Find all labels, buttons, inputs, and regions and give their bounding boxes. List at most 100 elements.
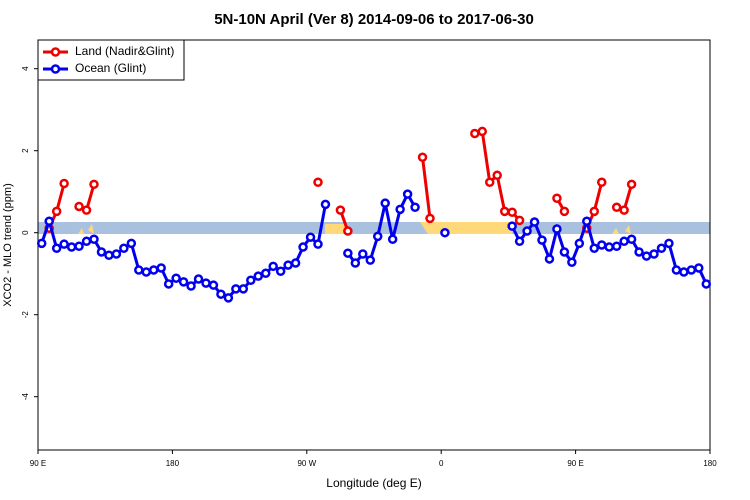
data-point bbox=[59, 239, 69, 249]
x-tick-label: 180 bbox=[166, 459, 180, 468]
data-point bbox=[313, 177, 323, 188]
data-point bbox=[201, 278, 211, 288]
data-point bbox=[440, 227, 450, 238]
data-point bbox=[74, 201, 84, 212]
data-point bbox=[231, 284, 241, 294]
data-point bbox=[44, 216, 54, 226]
y-tick-label: 2 bbox=[21, 148, 30, 153]
data-point bbox=[664, 238, 674, 249]
x-tick-label: 90 W bbox=[297, 459, 316, 468]
data-point bbox=[51, 206, 62, 217]
data-point bbox=[425, 213, 435, 224]
data-point bbox=[470, 128, 480, 139]
data-point bbox=[126, 238, 137, 249]
data-point bbox=[574, 238, 585, 249]
y-axis-label: XCO2 - MLO trend (ppm) bbox=[2, 183, 14, 306]
data-point bbox=[634, 247, 644, 257]
data-point bbox=[246, 275, 256, 286]
data-point bbox=[552, 193, 562, 204]
data-point bbox=[701, 279, 712, 289]
data-point bbox=[335, 205, 346, 215]
data-point bbox=[559, 206, 570, 217]
data-point bbox=[148, 265, 159, 275]
data-point bbox=[343, 226, 353, 236]
data-point bbox=[626, 179, 637, 190]
data-point bbox=[119, 243, 129, 254]
data-point bbox=[582, 216, 592, 226]
data-point bbox=[36, 238, 47, 249]
data-point bbox=[544, 254, 555, 264]
data-point bbox=[89, 179, 99, 190]
data-point bbox=[596, 177, 607, 188]
data-point bbox=[343, 248, 353, 258]
x-tick-label: 0 bbox=[439, 459, 444, 468]
data-point bbox=[81, 205, 92, 215]
data-point bbox=[671, 265, 682, 275]
data-point bbox=[694, 263, 704, 273]
x-tick-label: 180 bbox=[703, 459, 717, 468]
legend-marker bbox=[50, 64, 61, 74]
data-point bbox=[559, 247, 570, 257]
series-line bbox=[47, 129, 634, 232]
data-point bbox=[402, 189, 413, 199]
data-point bbox=[522, 226, 532, 236]
data-point bbox=[604, 242, 614, 252]
data-point bbox=[238, 284, 249, 294]
data-point bbox=[395, 204, 405, 215]
y-tick-label: -2 bbox=[21, 311, 30, 319]
data-point bbox=[507, 207, 517, 217]
data-point bbox=[66, 242, 77, 252]
data-point bbox=[507, 221, 517, 231]
data-point bbox=[178, 277, 189, 287]
data-point bbox=[290, 258, 301, 268]
data-point bbox=[686, 265, 697, 275]
data-point bbox=[387, 234, 398, 245]
data-point bbox=[111, 249, 122, 259]
data-point bbox=[589, 206, 600, 217]
data-point bbox=[275, 266, 286, 276]
legend-marker bbox=[50, 47, 61, 57]
data-point bbox=[484, 177, 495, 188]
legend-label: Land (Nadir&Glint) bbox=[75, 44, 174, 58]
data-point bbox=[417, 152, 428, 163]
data-point bbox=[611, 202, 622, 213]
data-point bbox=[171, 273, 181, 283]
data-point bbox=[260, 268, 271, 279]
data-point bbox=[358, 249, 368, 259]
data-point bbox=[380, 198, 390, 208]
data-point bbox=[596, 240, 607, 250]
data-point bbox=[74, 241, 84, 251]
data-point bbox=[626, 234, 637, 245]
legend-label: Ocean (Glint) bbox=[75, 61, 146, 75]
data-point bbox=[51, 243, 62, 254]
data-point bbox=[313, 239, 323, 249]
data-point bbox=[649, 249, 659, 259]
data-point bbox=[552, 224, 562, 234]
y-tick-label: 0 bbox=[21, 230, 30, 235]
legend: Land (Nadir&Glint) Ocean (Glint) bbox=[37, 39, 185, 81]
data-point bbox=[223, 293, 234, 303]
reference-band bbox=[38, 222, 710, 234]
data-point bbox=[499, 206, 510, 217]
data-point bbox=[619, 236, 629, 247]
data-point bbox=[216, 289, 226, 299]
legend-box bbox=[37, 39, 185, 81]
y-tick-label: -4 bbox=[21, 393, 30, 401]
data-point bbox=[81, 236, 92, 247]
data-point bbox=[372, 231, 383, 242]
data-point bbox=[59, 178, 69, 189]
data-point bbox=[163, 279, 174, 289]
x-tick-label: 90 E bbox=[567, 459, 583, 468]
data-point bbox=[529, 217, 540, 227]
data-point bbox=[305, 232, 316, 242]
data-point bbox=[567, 257, 577, 267]
data-point bbox=[283, 260, 293, 270]
data-point bbox=[410, 202, 420, 213]
data-point bbox=[320, 199, 331, 210]
data-point bbox=[156, 263, 166, 273]
data-point bbox=[141, 267, 152, 277]
data-point bbox=[186, 281, 196, 291]
